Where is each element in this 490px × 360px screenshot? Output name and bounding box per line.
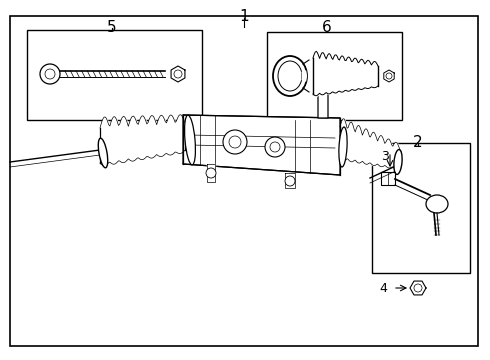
Circle shape [45, 69, 55, 79]
Circle shape [229, 136, 241, 148]
Ellipse shape [339, 127, 347, 167]
Bar [267, 32, 402, 120]
Polygon shape [410, 281, 426, 295]
Polygon shape [285, 173, 295, 188]
Ellipse shape [278, 61, 302, 91]
Circle shape [414, 284, 422, 292]
Text: 4: 4 [379, 282, 387, 295]
Ellipse shape [185, 115, 196, 165]
Ellipse shape [273, 56, 307, 96]
Circle shape [265, 137, 285, 157]
Circle shape [270, 142, 280, 152]
Ellipse shape [321, 84, 327, 86]
Ellipse shape [394, 149, 402, 175]
Text: 2: 2 [413, 135, 423, 150]
Ellipse shape [318, 82, 330, 87]
Circle shape [174, 70, 182, 78]
Circle shape [386, 73, 392, 79]
Polygon shape [207, 164, 215, 182]
Text: 3: 3 [381, 150, 389, 163]
Bar [372, 143, 470, 273]
Wedge shape [301, 70, 307, 82]
Polygon shape [183, 115, 340, 175]
Ellipse shape [98, 138, 108, 168]
Text: 5: 5 [107, 20, 117, 35]
Circle shape [40, 64, 60, 84]
Ellipse shape [426, 195, 448, 213]
Polygon shape [318, 82, 330, 118]
Circle shape [206, 168, 216, 178]
Circle shape [223, 130, 247, 154]
Circle shape [285, 176, 295, 186]
Bar [27, 30, 202, 120]
Text: 6: 6 [322, 20, 332, 35]
Text: 1: 1 [239, 9, 249, 24]
